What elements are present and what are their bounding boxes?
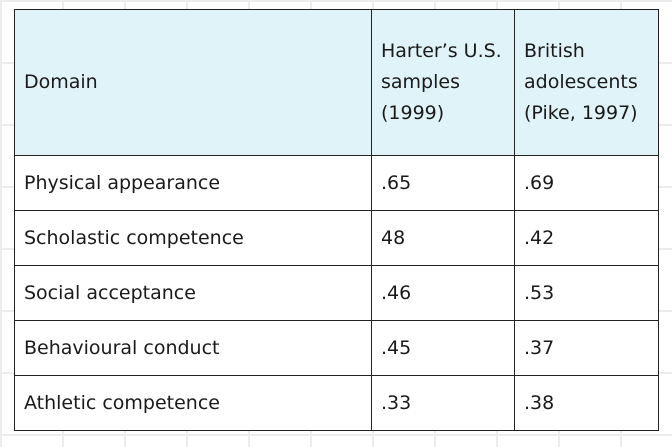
value-cell: .69 <box>514 155 659 211</box>
data-table: Domain Harter’s U.S. samples (1999) Brit… <box>14 9 659 431</box>
header-row: Domain Harter’s U.S. samples (1999) Brit… <box>14 9 659 156</box>
domain-cell: Physical appearance <box>14 155 372 211</box>
value-cell: .37 <box>514 320 659 376</box>
table-body: Physical appearance .65.69 Scholastic comp… <box>14 155 659 431</box>
domain-cell: Behavioural conduct <box>14 320 372 376</box>
value-cell: .33 <box>371 375 515 431</box>
table-row: Athletic competence .33.38 <box>14 375 659 431</box>
table-row: Physical appearance .65.69 <box>14 155 659 211</box>
header-cell: Harter’s U.S. samples (1999) <box>371 9 515 156</box>
value-cell: .53 <box>514 265 659 321</box>
header-cell: British adolescents (Pike, 1997) <box>514 9 659 156</box>
table-row: Behavioural conduct .45.37 <box>14 320 659 376</box>
domain-cell: Athletic competence <box>14 375 372 431</box>
table-row: Scholastic competence 48.42 <box>14 210 659 266</box>
value-cell: 48 <box>371 210 515 266</box>
value-cell: .46 <box>371 265 515 321</box>
value-cell: .42 <box>514 210 659 266</box>
header-cell: Domain <box>14 9 372 156</box>
value-cell: .45 <box>371 320 515 376</box>
table-row: Social acceptance .46.53 <box>14 265 659 321</box>
domain-cell: Scholastic competence <box>14 210 372 266</box>
value-cell: .38 <box>514 375 659 431</box>
value-cell: .65 <box>371 155 515 211</box>
domain-cell: Social acceptance <box>14 265 372 321</box>
